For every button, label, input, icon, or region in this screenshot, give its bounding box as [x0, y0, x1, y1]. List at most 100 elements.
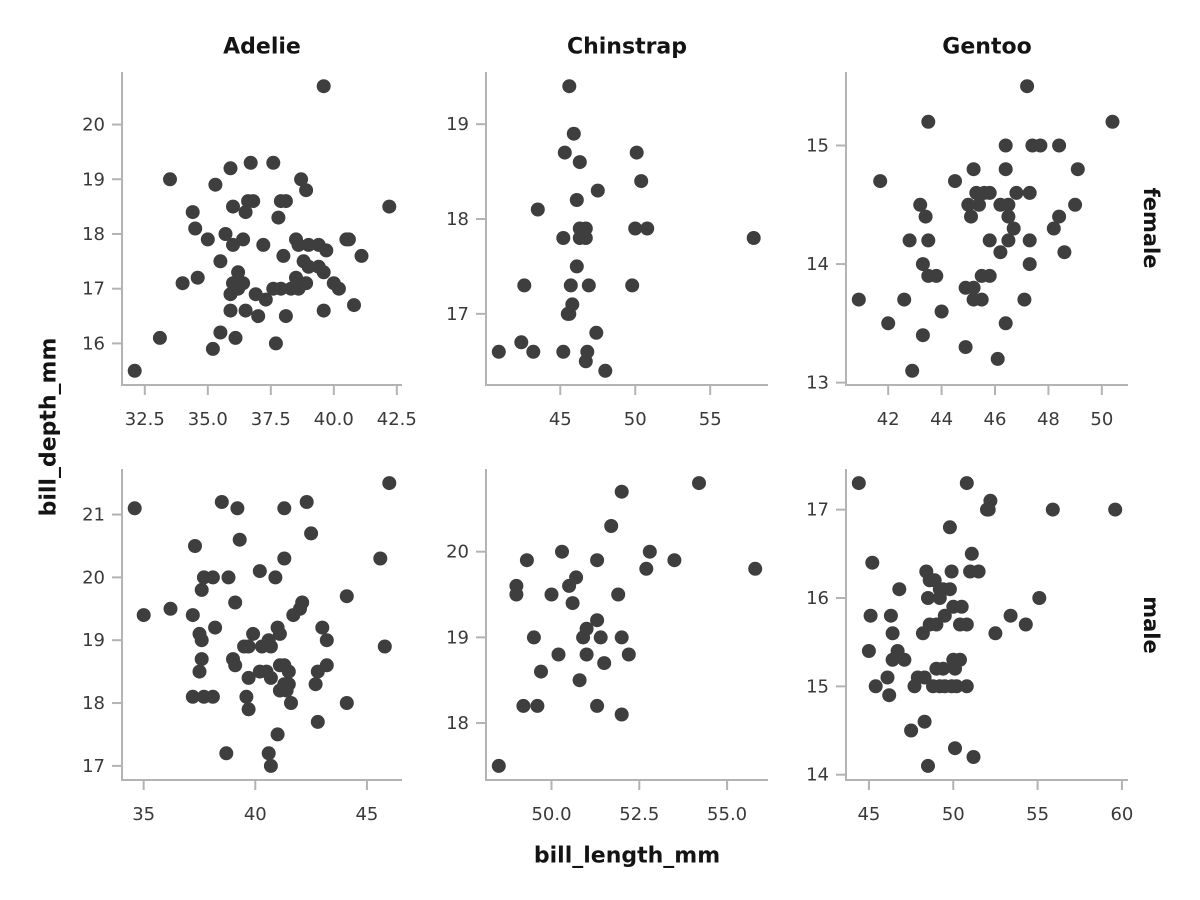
data-point — [266, 155, 281, 170]
data-point — [175, 276, 190, 291]
facet-column-title-gentoo: Gentoo — [942, 34, 1032, 60]
data-point — [557, 145, 572, 160]
facet-chinstrap-male: 50.0 52.5 55.0 18 19 20 — [446, 469, 768, 825]
data-point — [897, 292, 912, 307]
data-point — [964, 546, 979, 561]
data-point — [1108, 502, 1123, 517]
data-point — [1045, 502, 1060, 517]
x-tick-label: 50.0 — [531, 804, 571, 825]
data-point — [221, 570, 236, 585]
data-point — [959, 476, 974, 491]
data-point — [611, 587, 626, 602]
x-tick-label: 50 — [624, 409, 647, 430]
data-point — [1033, 138, 1048, 153]
data-point — [214, 495, 229, 509]
data-point — [127, 501, 142, 516]
data-point — [272, 626, 287, 641]
data-point — [192, 664, 207, 679]
y-tick-label: 19 — [82, 630, 105, 651]
data-point — [921, 114, 936, 129]
y-tick-label: 16 — [806, 588, 829, 609]
data-point — [530, 698, 545, 713]
data-point — [628, 221, 643, 236]
data-point — [748, 561, 763, 576]
facet-gentoo-female: 42 44 46 48 50 13 14 15 — [806, 72, 1128, 430]
data-point — [319, 633, 334, 648]
y-tick-label: 20 — [82, 567, 105, 588]
data-point — [1022, 233, 1037, 248]
data-point — [1070, 162, 1085, 177]
data-point — [589, 325, 604, 340]
facet-chinstrap-female: 45 50 55 17 18 19 — [446, 72, 768, 430]
data-point — [971, 564, 986, 579]
x-tick-label: 32.5 — [125, 409, 165, 430]
data-point — [917, 714, 932, 729]
x-tick-label: 45 — [549, 409, 572, 430]
data-point — [563, 278, 578, 293]
data-point — [915, 257, 930, 272]
data-point — [230, 501, 245, 516]
data-point — [223, 161, 238, 176]
data-point — [295, 595, 310, 610]
data-point — [1052, 138, 1067, 153]
data-point — [163, 172, 177, 187]
data-point — [526, 344, 541, 359]
data-point — [982, 268, 997, 283]
data-point — [208, 620, 223, 635]
data-point — [279, 683, 294, 698]
data-point — [998, 162, 1013, 177]
data-point — [1001, 197, 1016, 212]
data-point — [277, 551, 292, 566]
facet-column-title-chinstrap: Chinstrap — [566, 34, 688, 60]
data-point — [966, 280, 981, 295]
data-point — [692, 476, 706, 491]
data-point — [905, 363, 920, 378]
data-point — [304, 526, 319, 541]
x-tick-label: 50 — [1090, 409, 1113, 430]
facet-row-label-female: female — [1139, 187, 1163, 269]
data-point — [982, 185, 997, 200]
data-point — [1020, 79, 1035, 94]
data-point — [534, 664, 548, 679]
data-point — [382, 199, 397, 214]
data-point — [1003, 608, 1018, 623]
data-point — [640, 221, 655, 236]
data-point — [278, 194, 293, 209]
data-point — [578, 231, 593, 245]
data-point — [551, 647, 566, 662]
data-point — [579, 647, 594, 662]
data-point — [194, 582, 209, 597]
data-point — [188, 221, 203, 236]
data-point — [1032, 591, 1047, 605]
data-point — [278, 309, 293, 324]
data-point — [578, 354, 593, 369]
data-point — [228, 595, 243, 610]
data-point — [634, 174, 649, 189]
data-point — [936, 661, 951, 676]
data-point — [981, 502, 996, 517]
data-point — [530, 202, 545, 217]
data-point — [238, 303, 253, 318]
data-point — [299, 183, 314, 198]
data-point — [590, 613, 605, 628]
data-point — [597, 656, 612, 671]
data-point — [310, 714, 325, 729]
data-point — [238, 205, 253, 220]
data-point — [966, 162, 981, 177]
data-point — [929, 617, 944, 632]
data-point — [639, 561, 654, 576]
data-point — [897, 652, 912, 667]
data-point — [566, 126, 581, 141]
data-point — [621, 647, 636, 662]
data-point — [205, 341, 220, 356]
data-point — [516, 698, 531, 713]
data-point — [319, 658, 334, 673]
data-point — [194, 652, 209, 667]
x-tick-label: 55 — [1026, 804, 1049, 825]
data-point — [1105, 114, 1120, 129]
data-point — [526, 630, 541, 645]
data-point — [270, 727, 285, 742]
data-point — [885, 626, 900, 641]
x-tick-label: 55 — [699, 409, 722, 430]
data-point — [892, 582, 907, 597]
